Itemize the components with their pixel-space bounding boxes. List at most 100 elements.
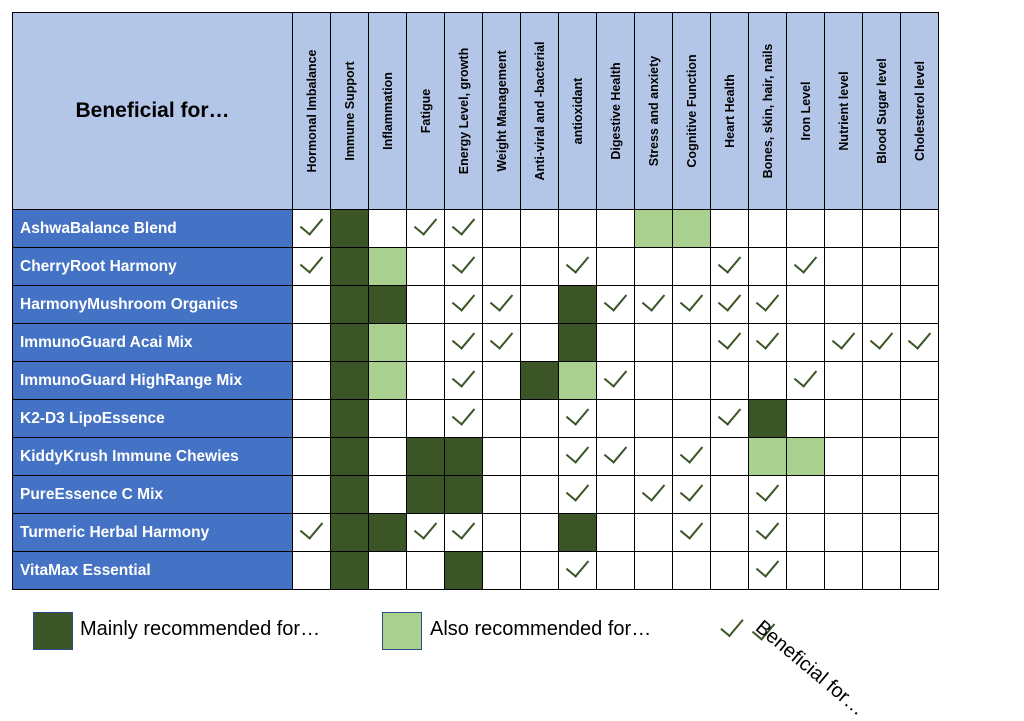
- column-header: Blood Sugar level: [862, 12, 901, 210]
- column-header-label: Blood Sugar level: [874, 58, 889, 164]
- checkmark-icon: [565, 400, 590, 426]
- legend: Mainly recommended for… Also recommended…: [0, 609, 1024, 720]
- checkmark-icon: [793, 248, 818, 274]
- cell-mainly-recommended: [444, 551, 483, 590]
- cell-beneficial: [596, 361, 635, 400]
- column-header: antioxidant: [558, 12, 597, 210]
- cell-empty: [672, 361, 711, 400]
- cell-beneficial: [710, 247, 749, 286]
- benefits-table: Beneficial for… Hormonal Imbalance Immune…: [12, 12, 939, 590]
- cell-also-recommended: [368, 247, 407, 286]
- cell-empty: [292, 475, 331, 514]
- column-header-label: Cognitive Function: [684, 54, 699, 168]
- checkmark-icon: [755, 514, 780, 540]
- cell-empty: [596, 323, 635, 362]
- cell-beneficial: [444, 247, 483, 286]
- checkmark-icon: [755, 324, 780, 350]
- cell-beneficial: [482, 285, 521, 324]
- cell-beneficial: [596, 285, 635, 324]
- cell-mainly-recommended: [520, 361, 559, 400]
- cell-empty: [634, 437, 673, 476]
- row-header: PureEssence C Mix: [12, 475, 293, 514]
- cell-empty: [824, 551, 863, 590]
- column-header-label: Iron Level: [798, 81, 813, 141]
- cell-mainly-recommended: [444, 475, 483, 514]
- cell-mainly-recommended: [330, 361, 369, 400]
- checkmark-icon: [755, 476, 780, 502]
- checkmark-icon: [451, 362, 476, 388]
- table-row: KiddyKrush Immune Chewies: [12, 437, 939, 476]
- row-header: AshwaBalance Blend: [12, 209, 293, 248]
- column-header: Iron Level: [786, 12, 825, 210]
- column-header: Cholesterol level: [900, 12, 939, 210]
- cell-mainly-recommended: [330, 513, 369, 552]
- cell-mainly-recommended: [330, 209, 369, 248]
- cell-empty: [482, 437, 521, 476]
- cell-also-recommended: [368, 323, 407, 362]
- legend-checkmark-icon: [720, 612, 744, 644]
- cell-beneficial: [444, 361, 483, 400]
- column-header: Fatigue: [406, 12, 445, 210]
- legend-also-swatch: [382, 612, 422, 650]
- cell-empty: [862, 285, 901, 324]
- cell-beneficial: [406, 209, 445, 248]
- checkmark-icon: [679, 286, 704, 312]
- column-header: Cognitive Function: [672, 12, 711, 210]
- cell-empty: [824, 437, 863, 476]
- cell-empty: [634, 247, 673, 286]
- cell-beneficial: [786, 361, 825, 400]
- column-header-label: Fatigue: [418, 88, 433, 134]
- cell-empty: [596, 399, 635, 438]
- table-row: VitaMax Essential: [12, 551, 939, 590]
- cell-empty: [710, 437, 749, 476]
- checkmark-icon: [565, 552, 590, 578]
- legend-also-label: Also recommended for…: [430, 618, 652, 640]
- cell-empty: [786, 551, 825, 590]
- row-header: CherryRoot Harmony: [12, 247, 293, 286]
- cell-beneficial: [862, 323, 901, 362]
- cell-empty: [672, 323, 711, 362]
- cell-empty: [520, 513, 559, 552]
- checkmark-icon: [413, 514, 438, 540]
- column-header-label: Inflammation: [380, 72, 395, 150]
- cell-beneficial: [748, 285, 787, 324]
- cell-empty: [900, 437, 939, 476]
- checkmark-icon: [489, 286, 514, 312]
- cell-empty: [786, 475, 825, 514]
- checkmark-icon: [717, 400, 742, 426]
- cell-empty: [482, 209, 521, 248]
- cell-empty: [824, 361, 863, 400]
- cell-beneficial: [748, 475, 787, 514]
- checkmark-icon: [299, 210, 324, 236]
- cell-also-recommended: [558, 361, 597, 400]
- cell-empty: [824, 475, 863, 514]
- cell-empty: [368, 475, 407, 514]
- cell-empty: [482, 361, 521, 400]
- column-header-label: Bones, skin, hair, nails: [760, 43, 775, 179]
- cell-empty: [862, 247, 901, 286]
- cell-beneficial: [444, 513, 483, 552]
- table-row: AshwaBalance Blend: [12, 209, 939, 248]
- cell-empty: [824, 513, 863, 552]
- cell-empty: [900, 551, 939, 590]
- cell-mainly-recommended: [558, 513, 597, 552]
- row-header: VitaMax Essential: [12, 551, 293, 590]
- cell-empty: [482, 513, 521, 552]
- checkmark-icon: [451, 286, 476, 312]
- cell-beneficial: [748, 551, 787, 590]
- cell-mainly-recommended: [330, 399, 369, 438]
- checkmark-icon: [451, 324, 476, 350]
- cell-beneficial: [558, 475, 597, 514]
- column-header: Energy Level, growth: [444, 12, 483, 210]
- cell-empty: [520, 323, 559, 362]
- cell-empty: [672, 247, 711, 286]
- checkmark-icon: [679, 476, 704, 502]
- cell-empty: [634, 361, 673, 400]
- header-row: Beneficial for… Hormonal Imbalance Immune…: [12, 12, 939, 210]
- cell-empty: [672, 551, 711, 590]
- table-body: AshwaBalance Blend CherryRoot Harmony Harm…: [12, 209, 939, 590]
- column-header: Bones, skin, hair, nails: [748, 12, 787, 210]
- checkmark-icon: [451, 400, 476, 426]
- cell-empty: [520, 475, 559, 514]
- cell-empty: [710, 475, 749, 514]
